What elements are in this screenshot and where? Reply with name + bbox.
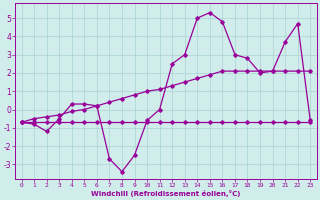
X-axis label: Windchill (Refroidissement éolien,°C): Windchill (Refroidissement éolien,°C) bbox=[91, 190, 241, 197]
